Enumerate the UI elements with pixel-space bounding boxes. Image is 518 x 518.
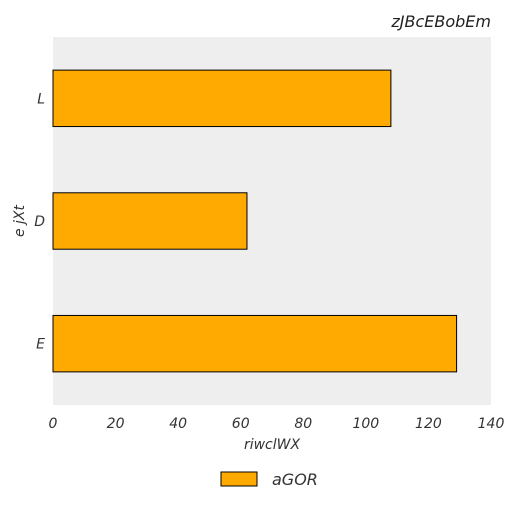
y-tick-label: E	[36, 337, 45, 353]
x-tick-label: 140	[478, 416, 505, 432]
x-tick-label: 40	[169, 416, 187, 432]
bar-e	[52, 314, 458, 373]
y-tick-label: L	[37, 91, 45, 107]
x-tick-label: 0	[49, 416, 58, 432]
chart-title: zJBcEBobEm	[390, 12, 491, 31]
y-tick-label: D	[34, 214, 45, 230]
bars-group	[52, 69, 458, 373]
x-tick-label: 60	[232, 416, 250, 432]
y-axis-label: e jXt	[12, 204, 28, 237]
bar-l	[52, 69, 392, 128]
legend: aGOR	[220, 470, 318, 489]
x-axis-label: riwclWX	[244, 437, 301, 453]
x-tick-label: 100	[352, 416, 379, 432]
x-tick-label: 80	[294, 416, 312, 432]
legend-label: aGOR	[272, 470, 318, 489]
x-tick-label: 20	[107, 416, 125, 432]
y-tick-labels: L D E	[34, 91, 45, 352]
x-tick-label: 120	[415, 416, 442, 432]
bar-d	[52, 192, 248, 250]
legend-swatch	[220, 471, 258, 487]
x-tick-labels: 0 20 40 60 80 100 120 140	[49, 416, 505, 432]
